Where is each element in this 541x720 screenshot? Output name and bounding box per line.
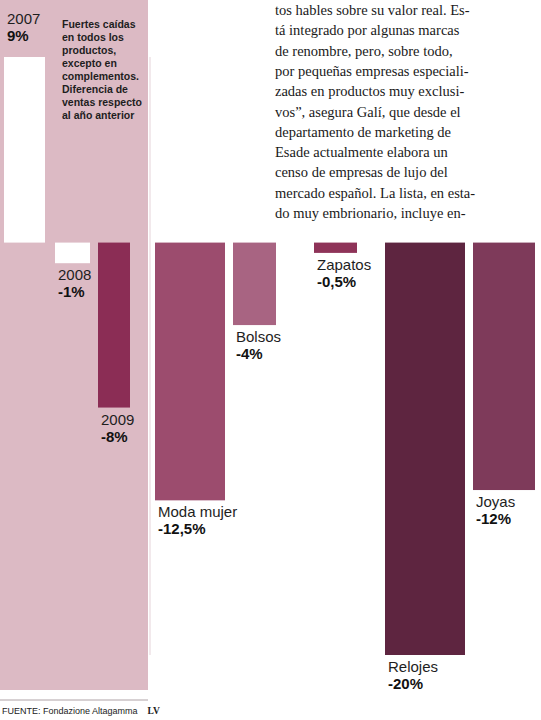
article: tos hables sobre su valor real. Es-tá in… [275,2,475,221]
bar [473,243,535,490]
panel-background [0,0,148,690]
bar [55,243,90,264]
bar [314,243,357,253]
article-line: de renombre, pero, sobre todo, [275,43,453,59]
value-label: -4% [236,345,263,362]
value-axis [150,57,151,655]
article-line: por pequeñas empresas especiali- [275,63,469,79]
category-label: Joyas [476,493,515,510]
page: 20079% 2008-1% 2009-8% Moda mujer-12,5% Bols… [0,0,541,720]
category-label: Bolsos [236,328,281,345]
bar [98,243,130,408]
bar [233,243,276,325]
labels: 20079% 2008-1% 2009-8% Moda mujer-12,5% Bols… [7,10,515,692]
value-label: -12,5% [158,520,206,537]
footer-rule [0,700,148,701]
bar [4,57,45,243]
article-line: do muy embrionario, incluye en- [275,205,466,221]
category-label: Relojes [388,658,438,675]
bars [4,57,535,655]
category-label: Zapatos [317,256,371,273]
article-line: tos hables sobre su valor real. Es- [275,2,470,18]
value-label: -0,5% [317,273,356,290]
category-label: 2008 [58,266,91,283]
article-line: mercado español. La lista, en esta- [275,185,475,201]
value-label: 9% [7,27,29,44]
article-line: censo de empresas de lujo del [275,164,448,180]
credit: LV [148,706,160,716]
source: FUENTE: Fondazione Altagamma [2,706,138,716]
article-line: zadas en productos muy exclusi- [275,83,464,99]
chart-title: Fuertes caídas en todos los productos, e… [62,18,146,122]
category-label: 2007 [7,10,40,27]
article-line: Esade actualmente elabora un [275,144,448,160]
value-label: -12% [476,510,511,527]
value-label: -1% [58,283,85,300]
article-line: vos”, asegura Galí, que desde el [275,104,461,120]
value-label: -20% [388,675,423,692]
bar [385,243,465,655]
article-line: departamento de marketing de [275,124,451,140]
bar [155,243,225,501]
category-label: Moda mujer [158,503,237,520]
article-line: tá integrado por algunas marcas [275,22,460,38]
value-label: -8% [101,428,128,445]
category-label: 2009 [101,411,134,428]
